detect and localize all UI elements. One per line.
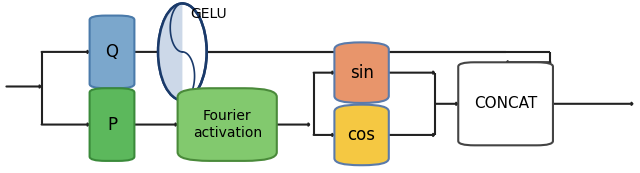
- Polygon shape: [158, 3, 182, 100]
- FancyBboxPatch shape: [177, 88, 277, 161]
- Text: cos: cos: [348, 126, 376, 144]
- Text: CONCAT: CONCAT: [474, 96, 537, 111]
- Text: Q: Q: [106, 43, 118, 61]
- FancyBboxPatch shape: [90, 16, 134, 88]
- Ellipse shape: [158, 3, 207, 100]
- FancyBboxPatch shape: [90, 88, 134, 161]
- Text: GELU: GELU: [191, 7, 227, 21]
- FancyBboxPatch shape: [334, 42, 388, 103]
- Text: Fourier
activation: Fourier activation: [193, 110, 262, 140]
- FancyBboxPatch shape: [458, 62, 553, 145]
- FancyBboxPatch shape: [334, 105, 388, 165]
- Text: P: P: [107, 116, 117, 134]
- Text: sin: sin: [349, 64, 374, 82]
